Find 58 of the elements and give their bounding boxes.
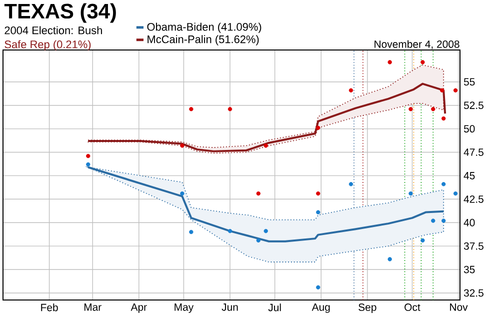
x-tick-label: Jul (268, 304, 281, 312)
x-tick-label: Jun (222, 304, 238, 311)
point (189, 230, 194, 234)
chart-title: TEXAS (34) (4, 3, 116, 23)
y-tick-label: 47.5 (464, 148, 484, 156)
x-tick-label: Nov (450, 304, 468, 311)
point (316, 191, 320, 196)
x-tick-label: Feb (41, 304, 58, 312)
y-tick-label: 32.5 (464, 289, 484, 297)
chart-subtitle: 2004 Election: Bush (4, 26, 102, 34)
point (228, 107, 232, 112)
x-tick-label: Mar (84, 304, 102, 311)
y-tick-label: 40 (464, 218, 475, 226)
point (388, 60, 392, 64)
point (388, 257, 392, 262)
y-tick-label: 55 (464, 78, 475, 86)
point (316, 126, 320, 130)
y-tick-label: 42.5 (464, 195, 484, 203)
point (316, 210, 320, 214)
y-tick-label: 37.5 (464, 242, 484, 250)
point (441, 218, 446, 223)
point (408, 191, 413, 196)
point (86, 154, 90, 158)
point (453, 191, 458, 196)
point (256, 238, 260, 243)
y-tick-label: 50 (464, 125, 475, 133)
point (420, 60, 425, 64)
point (316, 285, 320, 290)
point (264, 228, 268, 234)
point (420, 238, 425, 243)
point (348, 88, 354, 92)
point (431, 218, 436, 223)
point (453, 88, 458, 92)
point (180, 191, 184, 196)
legend-label: Obama-Biden (41.09%) (147, 22, 262, 33)
point (441, 116, 446, 121)
point (408, 107, 413, 112)
point (440, 88, 444, 92)
y-tick-label: 35 (464, 266, 475, 274)
point (189, 107, 194, 112)
x-tick-label: Sep (358, 304, 376, 313)
y-tick-label: 45 (464, 172, 475, 180)
x-tick-label: Aug (312, 304, 330, 313)
y-tick-label: 52.5 (464, 102, 484, 110)
point (256, 191, 260, 196)
x-tick-label: Apr (130, 304, 147, 313)
annotation: Safe Rep (0.21%) (4, 40, 91, 50)
text: November 4, 2008 (374, 40, 460, 50)
point (86, 162, 90, 167)
point (264, 144, 268, 148)
x-tick-label: May (174, 304, 194, 313)
legend-label: McCain-Palin (51.62%) (148, 35, 259, 46)
point (441, 182, 446, 186)
point (348, 182, 354, 186)
point (228, 228, 232, 234)
x-tick-label: Oct (404, 304, 420, 311)
point (180, 144, 184, 148)
point (431, 107, 436, 112)
